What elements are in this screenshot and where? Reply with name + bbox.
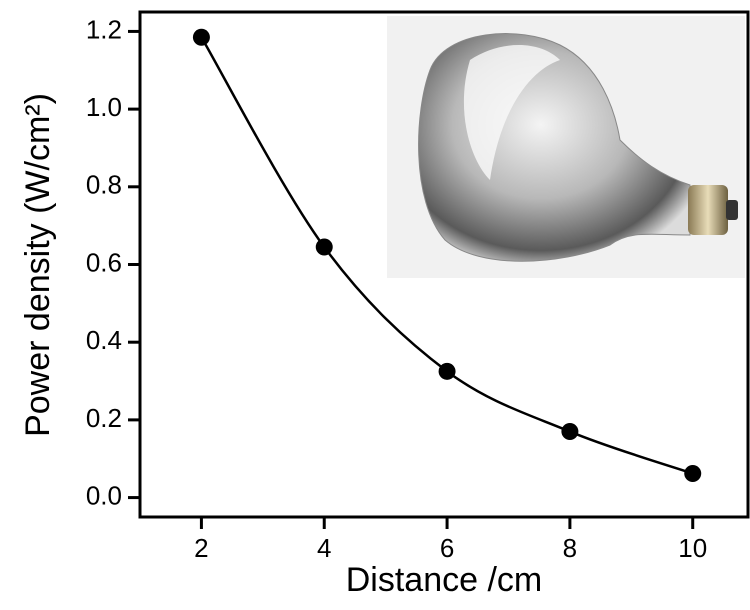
bulb-photo <box>387 16 745 278</box>
y-tick-label: 0.4 <box>86 325 122 355</box>
data-point <box>561 423 579 441</box>
x-tick-label: 4 <box>317 533 331 563</box>
data-point <box>684 464 702 482</box>
curve <box>200 36 694 475</box>
y-axis-label: Power density (W/cm²) <box>19 93 57 437</box>
data-point <box>315 238 333 256</box>
y-tick-label: 0.0 <box>86 480 122 510</box>
x-tick-label: 6 <box>440 533 454 563</box>
x-tick-label: 10 <box>678 533 707 563</box>
y-tick-label: 1.2 <box>86 14 122 44</box>
x-tick-label: 2 <box>194 533 208 563</box>
y-tick-label: 1.0 <box>86 92 122 122</box>
y-tick-label: 0.2 <box>86 403 122 433</box>
data-point <box>192 28 210 46</box>
y-tick-label: 0.8 <box>86 170 122 200</box>
y-tick-label: 0.6 <box>86 247 122 277</box>
data-point <box>438 362 456 380</box>
x-tick-label: 8 <box>563 533 577 563</box>
x-axis-label: Distance /cm <box>346 561 543 599</box>
